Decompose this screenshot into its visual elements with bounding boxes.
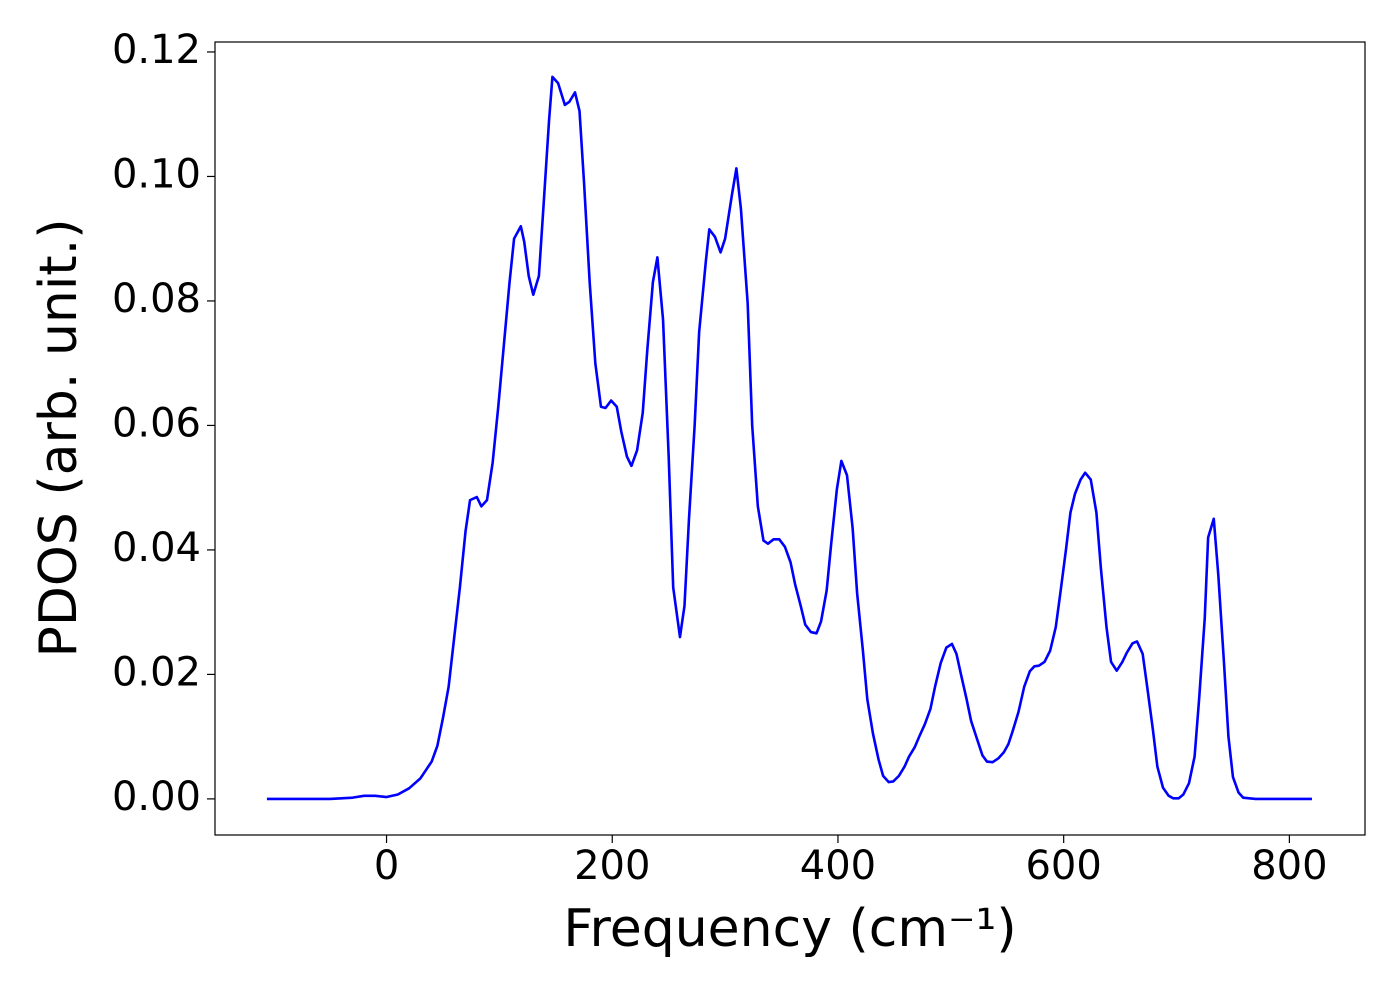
x-tick-label: 800 [1251, 843, 1327, 889]
y-tick-label: 0.10 [112, 151, 201, 197]
y-tick-label: 0.12 [112, 27, 201, 73]
data-line [266, 75, 1312, 801]
x-tick-label: 0 [374, 843, 399, 889]
y-tick-label: 0.04 [112, 525, 201, 571]
y-tick-label: 0.00 [112, 774, 201, 820]
plot-frame [214, 41, 1366, 836]
x-tick-label: 600 [1025, 843, 1101, 889]
y-axis-label: PDOS (arb. unit.) [29, 218, 89, 657]
y-tick-label: 0.08 [112, 276, 201, 322]
y-tick-label: 0.02 [112, 649, 201, 695]
x-tick-label: 200 [574, 843, 650, 889]
x-axis-label: Frequency (cm⁻¹) [563, 899, 1016, 959]
y-tick-label: 0.06 [112, 400, 201, 446]
x-tick-label: 400 [800, 843, 876, 889]
